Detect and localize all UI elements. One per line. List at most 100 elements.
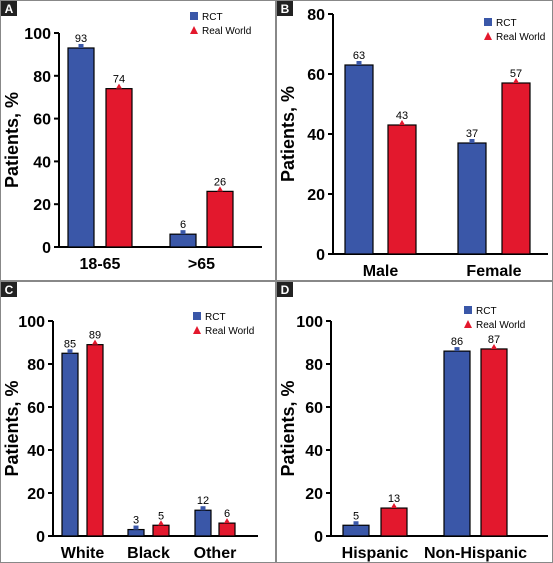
- x-category-label: Other: [194, 545, 237, 562]
- bar-marker-real-world: [116, 83, 122, 89]
- y-tick-label: 60: [27, 400, 45, 417]
- panel-a: A 0 20 40 60 80 100 Patients, % 93 74 18-65 6 26 >65 R…: [0, 0, 276, 281]
- panel-border: [0, 0, 276, 281]
- bar-marker-rct: [180, 230, 186, 235]
- y-tick-label: 0: [316, 247, 325, 264]
- data-label-rct: 85: [64, 338, 76, 350]
- y-tick-label: 0: [42, 240, 51, 257]
- bar-rct: [67, 47, 95, 248]
- y-tick-label: 20: [33, 197, 51, 214]
- bar-marker-rct: [67, 349, 73, 354]
- bar-marker-rct: [200, 506, 206, 511]
- x-category-label: White: [61, 545, 105, 562]
- x-category-label: 18-65: [80, 256, 121, 273]
- y-tick-label: 100: [24, 26, 51, 43]
- bar-real-world: [206, 190, 234, 248]
- y-tick-label: 40: [33, 154, 51, 171]
- data-label-real-world: 87: [488, 334, 500, 346]
- bar-marker-rct: [353, 521, 359, 526]
- panel-d: D 0 20 40 60 80 100 Patients, % 5 13 Hispanic 86 87 N…: [276, 281, 553, 563]
- panel-label: D: [281, 283, 290, 297]
- bar-marker-rct: [78, 43, 84, 48]
- data-label-rct: 3: [133, 515, 139, 527]
- legend-rct-swatch: [484, 18, 492, 26]
- data-label-real-world: 89: [89, 330, 101, 342]
- bar-rct: [61, 352, 79, 537]
- data-label-real-world: 74: [113, 74, 125, 86]
- bar-real-world: [152, 524, 170, 537]
- panel-label: C: [5, 283, 14, 297]
- bar-real-world: [86, 344, 104, 537]
- x-category-label: Black: [127, 545, 170, 562]
- y-axis-title: Patients, %: [2, 380, 22, 476]
- legend: RCT Real World: [190, 12, 251, 37]
- legend: RCT Real World: [193, 312, 254, 337]
- y-tick-label: 20: [27, 486, 45, 503]
- legend-rct-swatch: [193, 312, 201, 320]
- legend-real-world-label: Real World: [476, 320, 525, 331]
- data-label-rct: 37: [466, 128, 478, 140]
- data-label-real-world: 6: [224, 508, 230, 520]
- y-tick-label: 60: [307, 67, 325, 84]
- y-tick-label: 80: [305, 357, 323, 374]
- legend-rct-swatch: [190, 12, 198, 20]
- data-label-rct: 5: [353, 510, 359, 522]
- y-axis-title: Patients, %: [278, 380, 298, 476]
- y-tick-label: 60: [305, 400, 323, 417]
- panel-c: C 0 20 40 60 80 100 Patients, % 85 89 White 3 5 Black…: [0, 281, 276, 563]
- bar-marker-rct: [356, 61, 362, 65]
- bar-rct: [194, 509, 212, 537]
- bar-real-world: [501, 82, 531, 255]
- bar-marker-real-world: [92, 339, 98, 345]
- data-label-real-world: 43: [396, 110, 408, 122]
- y-tick-label: 20: [305, 486, 323, 503]
- legend-rct-label: RCT: [496, 18, 517, 29]
- x-category-label: Hispanic: [342, 545, 409, 562]
- bar-real-world: [380, 507, 408, 537]
- bar-marker-rct: [469, 139, 475, 143]
- y-tick-label: 100: [18, 314, 45, 331]
- panel-b: B 0 20 40 60 80 Patients, % 63 43 Male 37 57 Female R…: [276, 0, 553, 281]
- legend-rct-label: RCT: [202, 12, 223, 23]
- y-tick-label: 100: [296, 314, 323, 331]
- y-tick-label: 0: [314, 529, 323, 546]
- data-label-rct: 63: [353, 50, 365, 62]
- y-tick-label: 40: [27, 443, 45, 460]
- bar-marker-real-world: [391, 503, 397, 509]
- panel-label-badge: [277, 282, 293, 297]
- bar-real-world: [218, 522, 236, 537]
- bar-rct: [457, 142, 487, 255]
- legend-real-world-label: Real World: [496, 32, 545, 43]
- bar-rct: [169, 233, 197, 248]
- y-tick-label: 80: [33, 69, 51, 86]
- bar-real-world: [480, 348, 508, 537]
- legend: RCT Real World: [464, 306, 525, 331]
- bar-real-world: [387, 124, 417, 255]
- data-label-rct: 12: [197, 495, 209, 507]
- legend-real-world-swatch: [484, 32, 492, 40]
- bar-marker-rct: [133, 525, 139, 530]
- panel-label: B: [281, 2, 290, 16]
- legend: RCT Real World: [484, 18, 545, 43]
- legend-rct-swatch: [464, 306, 472, 314]
- y-axis-title: Patients, %: [278, 86, 298, 182]
- legend-real-world-swatch: [190, 26, 198, 34]
- data-label-rct: 86: [451, 336, 463, 348]
- data-label-real-world: 5: [158, 510, 164, 522]
- data-label-real-world: 13: [388, 493, 400, 505]
- bar-rct: [344, 64, 374, 255]
- y-tick-label: 40: [305, 443, 323, 460]
- y-tick-label: 20: [307, 187, 325, 204]
- bar-real-world: [105, 88, 133, 248]
- x-category-label: Female: [466, 263, 521, 280]
- y-tick-label: 60: [33, 112, 51, 129]
- legend-real-world-swatch: [464, 320, 472, 328]
- legend-real-world-swatch: [193, 326, 201, 334]
- data-label-rct: 6: [180, 219, 186, 231]
- data-label-rct: 93: [75, 33, 87, 45]
- bar-rct: [342, 524, 370, 537]
- bar-marker-real-world: [513, 78, 519, 83]
- bar-marker-rct: [454, 347, 460, 352]
- bar-marker-real-world: [217, 186, 223, 192]
